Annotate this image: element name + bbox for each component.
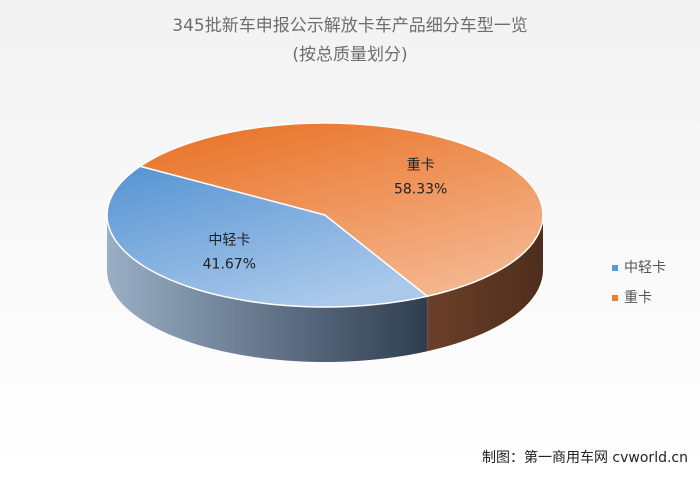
value-label: 58.33% xyxy=(394,181,447,197)
legend-label: 重卡 xyxy=(624,290,652,306)
slice xyxy=(106,165,430,308)
slice-side xyxy=(427,215,543,352)
slice-label: 重卡 xyxy=(407,157,435,173)
slice-label: 中轻卡 xyxy=(208,233,250,249)
slice-side xyxy=(107,215,428,362)
legend-label: 中轻卡 xyxy=(624,260,666,276)
legend-marker xyxy=(612,295,618,301)
source-note: 制图：第一商用车网 cvworld.cn xyxy=(482,449,688,466)
chart-subtitle: (按总质量划分) xyxy=(292,45,407,65)
slice xyxy=(138,122,544,298)
value-label: 41.67% xyxy=(203,257,256,273)
chart-title: 345批新车申报公示解放卡车产品细分车型一览 xyxy=(172,16,527,36)
legend-marker xyxy=(612,265,618,271)
